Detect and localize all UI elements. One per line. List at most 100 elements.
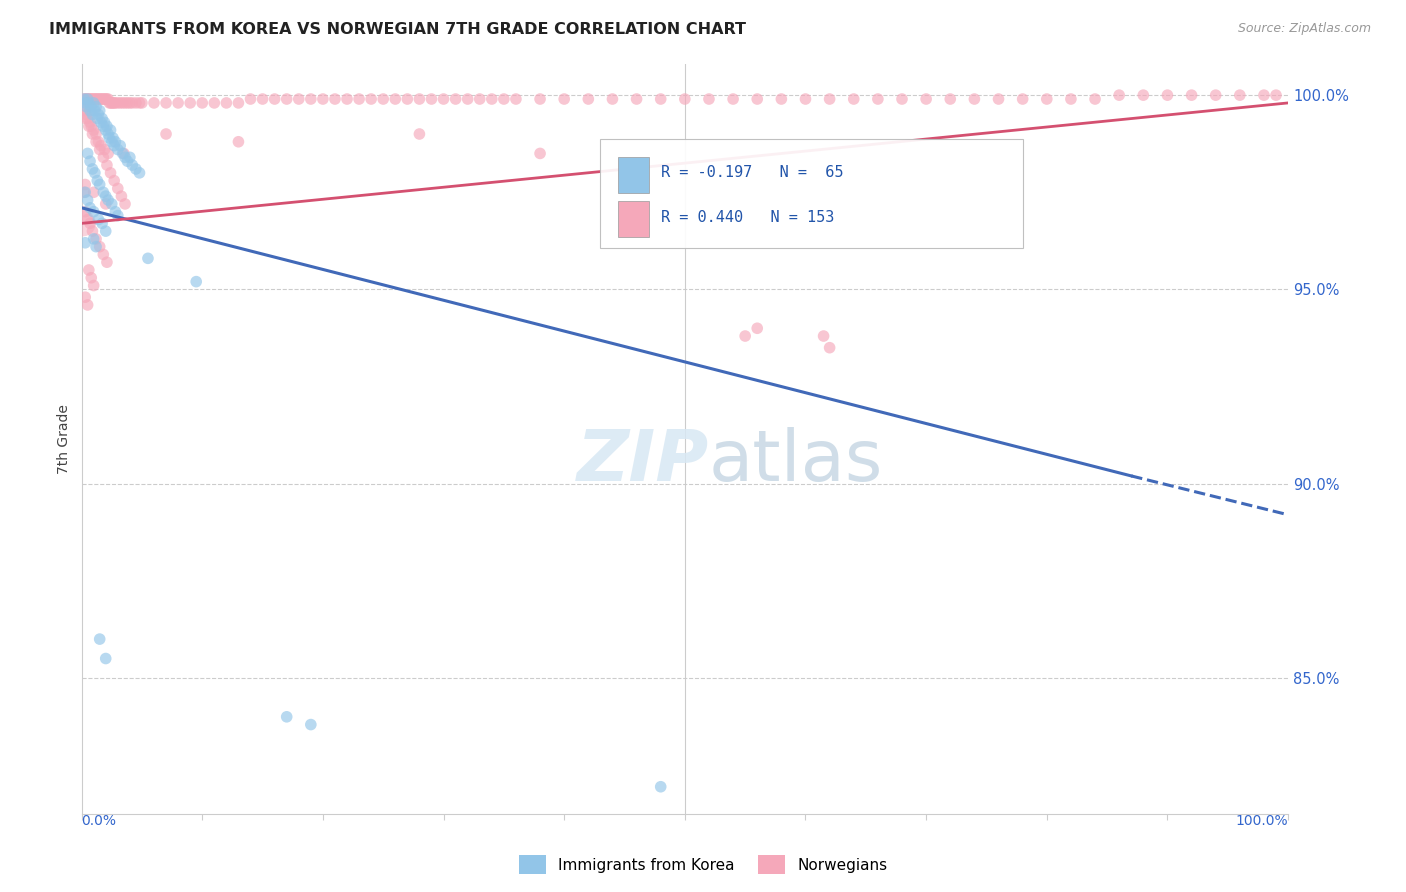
Point xyxy=(121,158,143,172)
Point xyxy=(97,92,120,106)
Point xyxy=(136,252,159,266)
Point xyxy=(108,95,131,110)
Point xyxy=(79,154,101,169)
Point xyxy=(97,193,120,207)
Point xyxy=(373,92,395,106)
Point xyxy=(650,780,672,794)
Point xyxy=(553,92,575,106)
Point xyxy=(818,341,841,355)
Point xyxy=(82,224,104,238)
Point xyxy=(111,146,134,161)
Text: Source: ZipAtlas.com: Source: ZipAtlas.com xyxy=(1237,22,1371,36)
Point xyxy=(73,92,96,106)
Point xyxy=(83,204,105,219)
Point xyxy=(107,95,129,110)
Point xyxy=(1060,92,1083,106)
Point xyxy=(98,131,121,145)
Point xyxy=(128,95,150,110)
Point xyxy=(84,135,107,149)
Point xyxy=(1265,88,1288,103)
Point xyxy=(312,92,335,106)
Point xyxy=(94,224,117,238)
Point xyxy=(107,143,129,157)
Point xyxy=(276,92,298,106)
Point xyxy=(650,92,672,106)
Point xyxy=(191,95,214,110)
Point xyxy=(1108,88,1130,103)
Point xyxy=(83,186,105,200)
Point xyxy=(76,92,98,106)
Point xyxy=(125,95,148,110)
Point xyxy=(1132,88,1154,103)
Point xyxy=(93,115,115,129)
Point xyxy=(86,173,108,187)
Point xyxy=(866,92,889,106)
Point xyxy=(1036,92,1059,106)
Point xyxy=(75,204,97,219)
Point xyxy=(77,92,100,106)
Point xyxy=(108,138,131,153)
Point xyxy=(697,92,720,106)
Point xyxy=(98,95,121,110)
Point xyxy=(93,92,115,106)
Point xyxy=(1180,88,1202,103)
Point xyxy=(84,92,107,106)
Point xyxy=(384,92,406,106)
Point xyxy=(347,92,370,106)
Point xyxy=(186,275,208,289)
Point xyxy=(91,92,114,106)
Point xyxy=(891,92,914,106)
Point xyxy=(72,216,94,230)
Point xyxy=(114,150,136,164)
Point xyxy=(505,92,527,106)
Point xyxy=(75,92,97,106)
Point xyxy=(529,92,551,106)
Point xyxy=(117,154,139,169)
Point xyxy=(76,212,98,227)
Point xyxy=(336,92,359,106)
Point xyxy=(83,92,105,106)
Point xyxy=(76,298,98,312)
Point xyxy=(299,717,322,731)
Point xyxy=(91,112,114,126)
Point xyxy=(155,95,177,110)
Point xyxy=(89,632,111,646)
Point xyxy=(529,146,551,161)
Point xyxy=(87,107,110,121)
Point xyxy=(75,107,97,121)
Point xyxy=(794,92,817,106)
Point xyxy=(83,278,105,293)
Point xyxy=(107,181,129,195)
Point xyxy=(420,92,443,106)
Point xyxy=(97,146,120,161)
Point xyxy=(111,95,134,110)
Point xyxy=(939,92,962,106)
Text: ZIP: ZIP xyxy=(576,427,709,496)
Point xyxy=(94,123,117,137)
Text: IMMIGRANTS FROM KOREA VS NORWEGIAN 7TH GRADE CORRELATION CHART: IMMIGRANTS FROM KOREA VS NORWEGIAN 7TH G… xyxy=(49,22,747,37)
Point xyxy=(80,100,103,114)
Point xyxy=(228,135,250,149)
Point xyxy=(396,92,419,106)
Point xyxy=(408,92,430,106)
Point xyxy=(143,95,166,110)
Point xyxy=(75,92,97,106)
Point xyxy=(93,143,115,157)
Point xyxy=(84,232,107,246)
Point xyxy=(83,123,105,137)
Point xyxy=(87,135,110,149)
Point xyxy=(83,103,105,118)
Point xyxy=(96,255,118,269)
Point xyxy=(77,263,100,277)
Point xyxy=(87,212,110,227)
Point xyxy=(75,95,97,110)
Point xyxy=(75,290,97,304)
Point xyxy=(721,92,744,106)
Text: 100.0%: 100.0% xyxy=(1236,814,1288,828)
Point xyxy=(91,247,114,261)
Point xyxy=(100,135,122,149)
Point xyxy=(276,710,298,724)
Point xyxy=(75,112,97,126)
Point xyxy=(80,270,103,285)
Point xyxy=(91,186,114,200)
